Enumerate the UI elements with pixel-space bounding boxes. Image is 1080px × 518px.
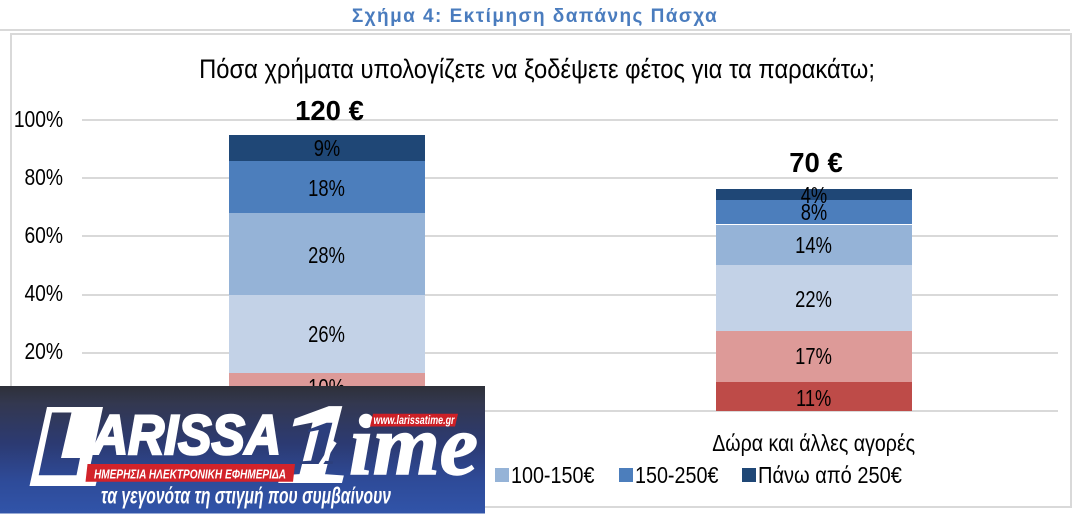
svg-text:τα γεγονότα τη στιγμή που συμβ: τα γεγονότα τη στιγμή που συμβαίνουν (101, 483, 391, 509)
svg-text:www.larissatime.gr: www.larissatime.gr (374, 413, 456, 427)
svg-text:ime: ime (349, 397, 478, 493)
svg-text:1: 1 (277, 386, 358, 507)
svg-text:ΗΜΕΡΗΣΙΑ ΗΛΕΚΤΡΟΝΙΚΗ ΕΦΗΜΕΡΙΔΑ: ΗΜΕΡΗΣΙΑ ΗΛΕΚΤΡΟΝΙΚΗ ΕΦΗΜΕΡΙΔΑ (94, 467, 286, 482)
svg-text:ARISSA: ARISSA (90, 403, 281, 466)
